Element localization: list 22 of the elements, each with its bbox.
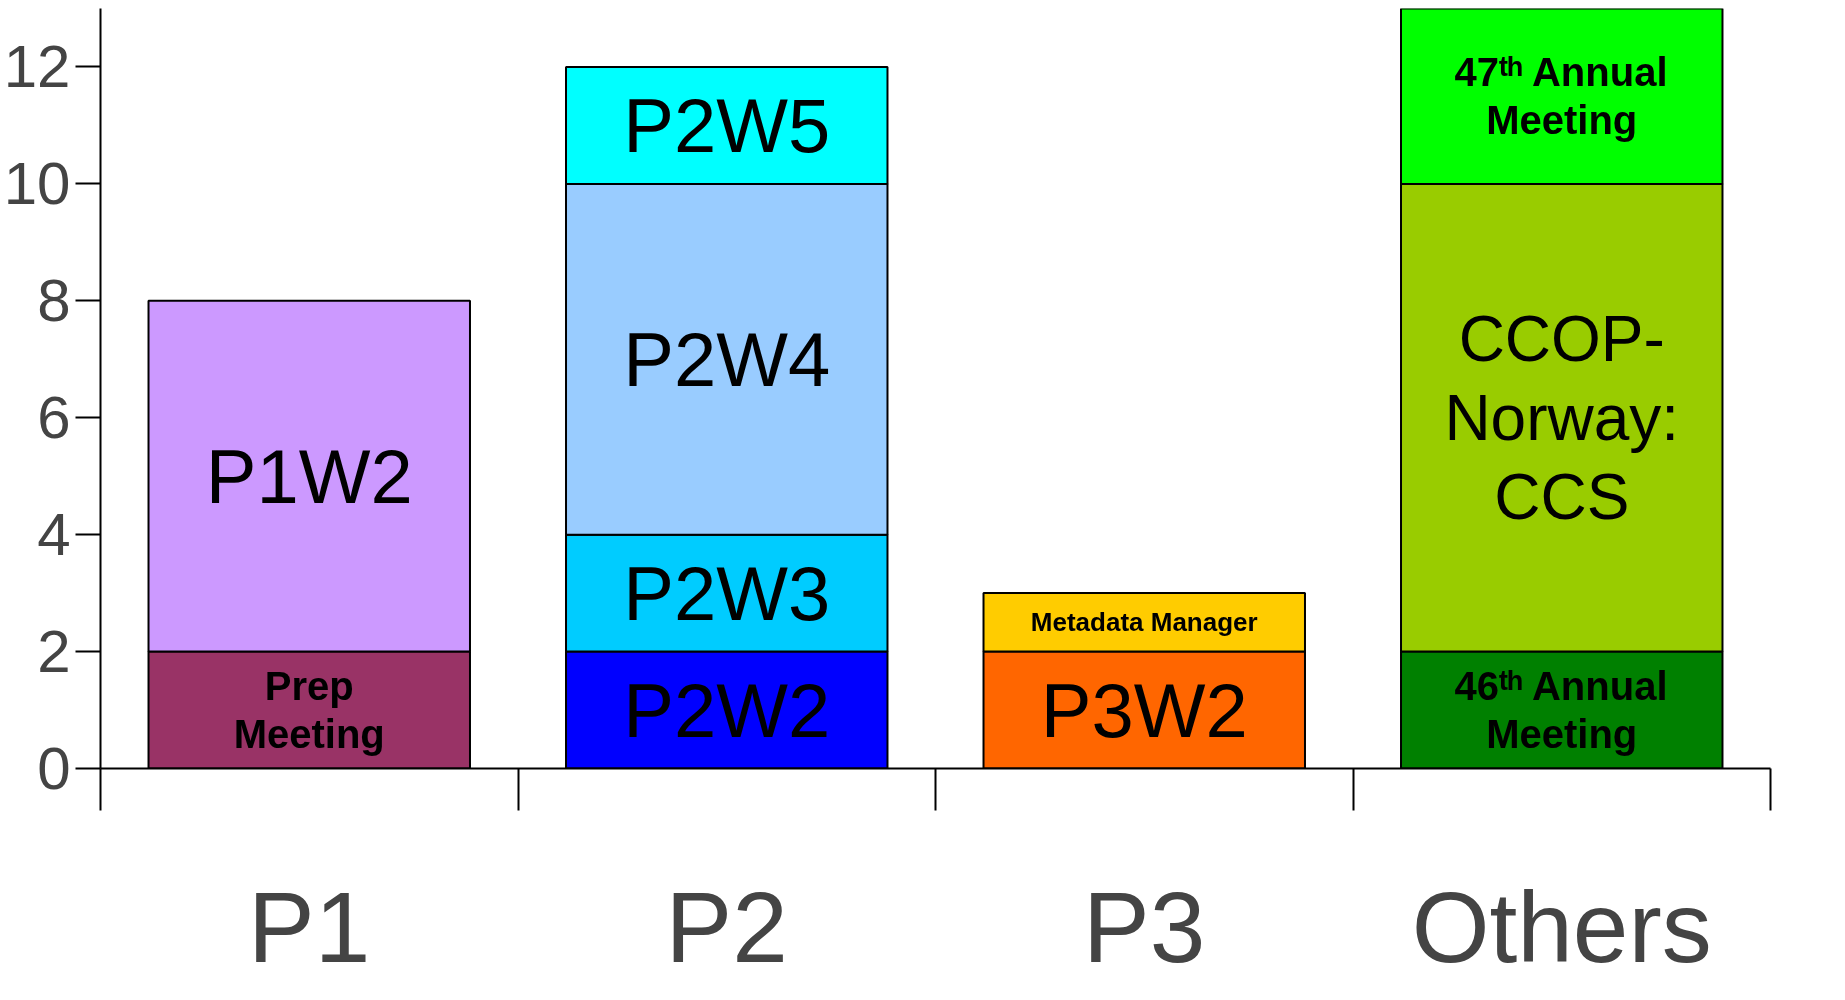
series-label: P1W2	[205, 433, 413, 519]
x-tick-label: P2	[665, 870, 788, 983]
x-tick-label: Others	[1411, 870, 1712, 983]
series-label: CCOP-Norway: CCS	[1444, 302, 1680, 533]
x-tick-label: P1	[248, 870, 371, 983]
series-label: P3W2	[1040, 667, 1248, 753]
y-tick-label: 8	[37, 267, 71, 335]
series-label: P2W3	[623, 550, 831, 636]
y-tick-label: 6	[37, 384, 71, 452]
series-label: P2W4	[623, 316, 831, 402]
series-label: 47ᵗʰ Annual Meeting	[1454, 49, 1668, 143]
y-tick-label: 0	[37, 735, 71, 802]
y-tick-label: 2	[37, 618, 71, 686]
x-tick-label: P3	[1083, 870, 1206, 983]
series-label: P2W5	[623, 82, 831, 168]
y-tick-label: 4	[37, 501, 71, 569]
series-label: Prep Meeting	[233, 663, 385, 757]
series-label: 46ᵗʰ Annual Meeting	[1454, 663, 1668, 757]
series-label: P2W2	[623, 667, 831, 753]
y-tick-label: 10	[3, 150, 71, 218]
series-label: Metadata Manager	[1030, 607, 1258, 638]
y-tick-label: 12	[3, 33, 71, 101]
